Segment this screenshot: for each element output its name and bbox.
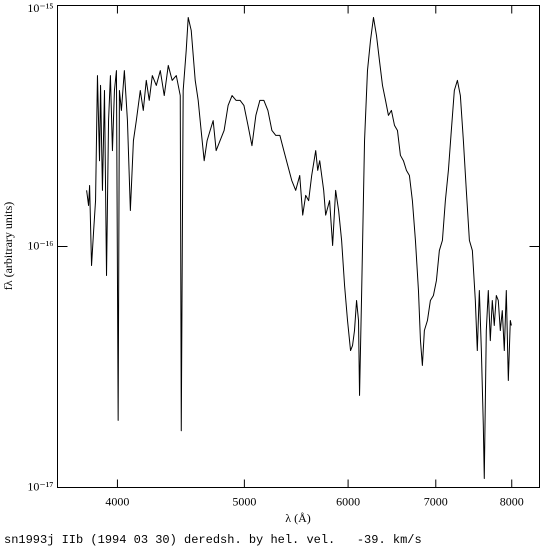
y-tick-label: 10⁻¹⁷	[27, 479, 53, 493]
x-tick-label: 4000	[105, 495, 129, 509]
x-tick-label: 7000	[424, 495, 448, 509]
x-tick-label: 8000	[500, 495, 524, 509]
plot-frame	[57, 5, 540, 488]
y-tick-label: 10⁻¹⁵	[27, 1, 53, 15]
x-tick-label: 5000	[232, 495, 256, 509]
spectrum-line	[86, 16, 512, 479]
y-tick-label: 10⁻¹⁶	[27, 238, 53, 252]
caption: sn1993j IIb (1994 03 30) deredsh. by hel…	[4, 533, 422, 547]
x-tick-label: 6000	[336, 495, 360, 509]
x-axis-label: λ (Å)	[285, 511, 310, 525]
y-axis-label: fλ (arbitrary units)	[1, 202, 15, 290]
